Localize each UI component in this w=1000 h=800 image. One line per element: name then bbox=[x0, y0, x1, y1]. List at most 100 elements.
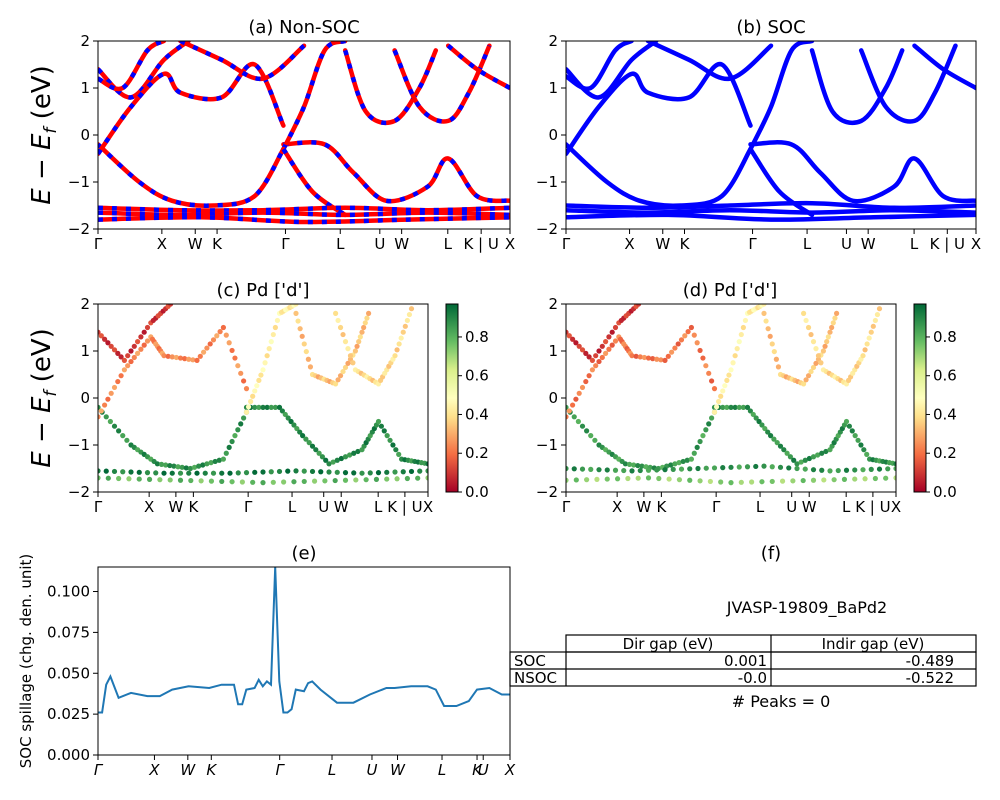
panel-c-ytick-label: 0 bbox=[80, 389, 90, 407]
panel-e-plot-area bbox=[98, 567, 510, 714]
projected-band-point bbox=[243, 409, 250, 415]
projected-band-point bbox=[744, 464, 751, 470]
projected-band-point bbox=[354, 343, 360, 349]
projected-band-point bbox=[136, 469, 142, 475]
projected-band-point bbox=[248, 398, 254, 405]
projected-band-point bbox=[291, 479, 297, 485]
projected-band-point bbox=[684, 457, 690, 463]
band-line bbox=[281, 41, 348, 152]
projected-band-point bbox=[396, 341, 402, 347]
panel-d-xtick-label: K bbox=[656, 498, 667, 516]
projected-band-point bbox=[802, 457, 808, 463]
projected-band-point bbox=[404, 317, 410, 324]
projected-band-point bbox=[846, 423, 852, 429]
projected-band-point bbox=[566, 465, 569, 472]
projected-band-point bbox=[279, 408, 285, 414]
panel-e-ytick-label: 0.075 bbox=[47, 623, 90, 641]
projected-band-point bbox=[103, 414, 109, 420]
projected-band-point bbox=[759, 479, 765, 485]
axes-frame bbox=[97, 40, 511, 230]
projected-band-point bbox=[293, 468, 299, 474]
projected-band-point bbox=[622, 461, 629, 467]
projected-band-point bbox=[223, 450, 229, 456]
projected-band-point bbox=[831, 477, 837, 483]
panel-b-xtick-label: K | U bbox=[930, 235, 965, 253]
projected-band-point bbox=[803, 377, 809, 383]
panel-e-xtick-label: U bbox=[366, 761, 377, 779]
axes-frame bbox=[97, 303, 429, 493]
projected-band-point bbox=[335, 317, 341, 324]
projected-band-point bbox=[243, 470, 250, 476]
projected-band-point bbox=[843, 418, 850, 425]
panel-a-xtick-label: Γ bbox=[281, 235, 290, 253]
projected-band-point bbox=[381, 428, 387, 434]
panel-c-ytick-label: 2 bbox=[80, 295, 90, 313]
projected-band-point bbox=[769, 341, 775, 347]
projected-band-point bbox=[810, 467, 817, 473]
projected-band-point bbox=[118, 373, 124, 379]
projected-band-point bbox=[612, 324, 619, 331]
projected-band-point bbox=[299, 333, 305, 339]
projected-band-point bbox=[359, 470, 365, 476]
projected-band-point bbox=[347, 353, 354, 359]
projected-band-point bbox=[777, 464, 784, 470]
projected-band-point bbox=[201, 349, 207, 355]
projected-band-point bbox=[769, 464, 775, 470]
projected-band-point bbox=[268, 469, 274, 475]
projected-band-point bbox=[635, 462, 641, 469]
projected-band-point bbox=[144, 324, 151, 331]
projected-band-point bbox=[347, 452, 353, 458]
projected-band-point bbox=[111, 347, 118, 353]
projected-band-point bbox=[186, 356, 192, 362]
projected-band-point bbox=[217, 329, 223, 335]
projected-band-point bbox=[345, 346, 351, 352]
colorbar-tick-label: 0.2 bbox=[465, 444, 489, 462]
projected-band-point bbox=[808, 331, 814, 338]
projected-band-point bbox=[709, 378, 715, 384]
panel-a-plot-area bbox=[98, 41, 510, 225]
projected-band-point bbox=[258, 372, 264, 378]
projected-band-point bbox=[190, 357, 196, 363]
projected-band-point bbox=[98, 333, 104, 339]
projected-band-point bbox=[678, 466, 685, 472]
projected-band-point bbox=[596, 467, 602, 473]
projected-band-point bbox=[815, 452, 821, 458]
projected-band-point bbox=[680, 458, 686, 465]
projected-band-point bbox=[800, 477, 806, 484]
colorbar-tick-label: 0.2 bbox=[933, 444, 957, 462]
projected-band-point bbox=[707, 478, 713, 485]
projected-band-point bbox=[676, 460, 682, 466]
projected-band-point bbox=[359, 329, 365, 335]
projected-band-point bbox=[775, 364, 782, 370]
projected-band-point bbox=[128, 348, 134, 354]
band-line bbox=[566, 62, 753, 157]
panel-b-xtick-label: U bbox=[841, 235, 852, 253]
panel-b-xtick-label: Γ bbox=[748, 235, 757, 253]
projected-band-point bbox=[765, 326, 771, 332]
panel-d-xtick-label: L bbox=[756, 498, 765, 516]
projected-band-point bbox=[864, 341, 870, 347]
axes-frame bbox=[565, 303, 897, 493]
projected-band-point bbox=[687, 466, 693, 472]
projected-band-point bbox=[351, 450, 357, 456]
projected-band-point bbox=[724, 377, 730, 383]
projected-band-point bbox=[115, 350, 121, 356]
projected-band-point bbox=[832, 315, 838, 321]
projected-band-point bbox=[128, 358, 134, 365]
projected-band-point bbox=[703, 363, 709, 369]
projected-band-point bbox=[144, 470, 151, 476]
projected-band-point bbox=[220, 456, 226, 462]
projected-band-point bbox=[579, 466, 586, 472]
projected-band-point bbox=[342, 470, 349, 476]
projected-band-point bbox=[232, 355, 238, 361]
projected-band-point bbox=[297, 429, 303, 435]
table-row-nsoc-label: NSOC bbox=[514, 669, 557, 687]
projected-band-point bbox=[720, 388, 726, 394]
projected-band-point bbox=[245, 404, 252, 410]
panel-b-xtick-label: K bbox=[680, 235, 691, 253]
colorbar-gradient bbox=[445, 303, 459, 493]
projected-band-point bbox=[658, 357, 664, 363]
projected-band-point bbox=[893, 465, 896, 472]
projected-band-point bbox=[232, 433, 238, 439]
